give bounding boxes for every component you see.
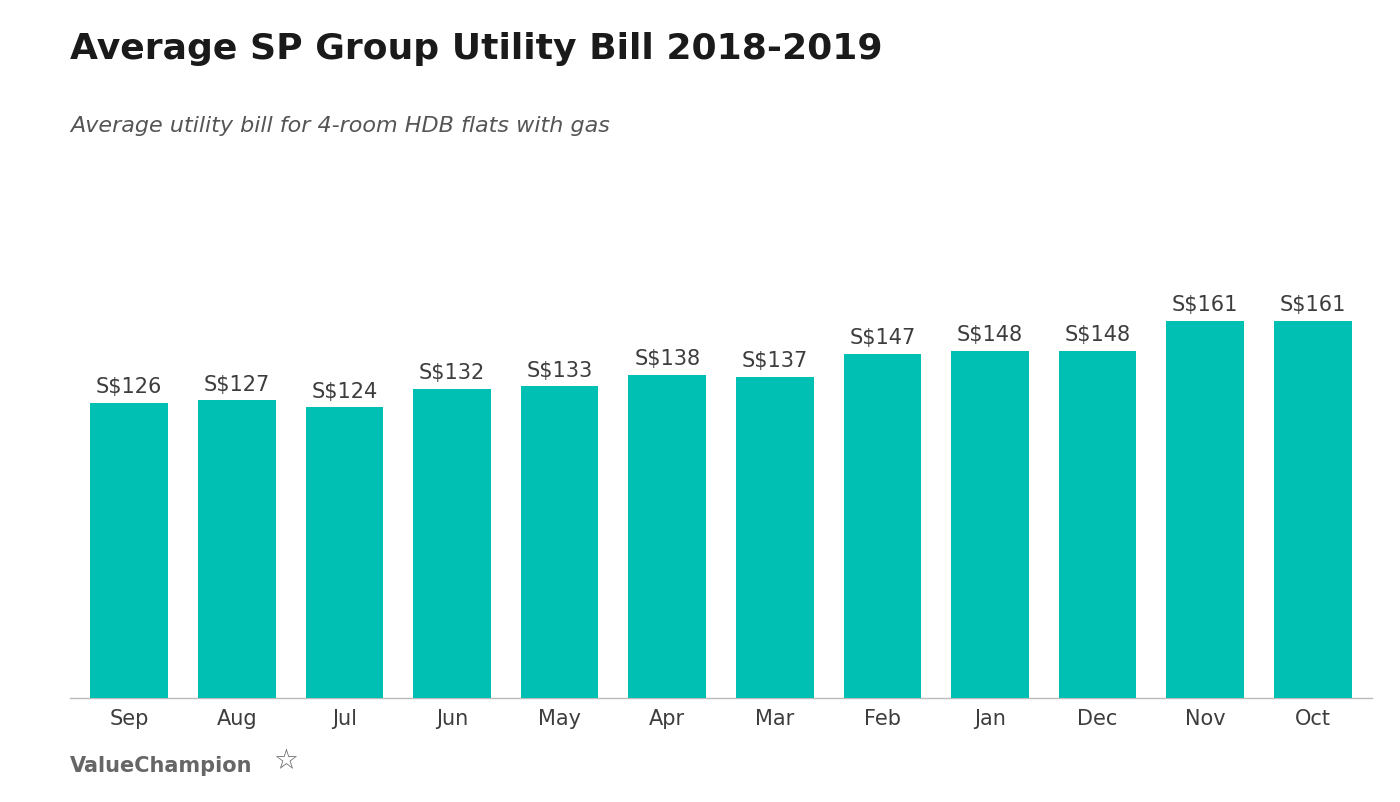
Bar [413, 389, 491, 698]
Text: S$148: S$148 [1064, 326, 1131, 346]
Text: S$132: S$132 [419, 363, 486, 383]
Text: S$133: S$133 [526, 361, 592, 380]
Bar [197, 400, 276, 698]
Text: ☆: ☆ [273, 747, 298, 775]
Bar [951, 351, 1029, 698]
Text: ValueChampion: ValueChampion [70, 756, 252, 776]
Text: S$127: S$127 [203, 375, 270, 395]
Bar [91, 403, 168, 698]
Bar [1058, 351, 1137, 698]
Bar [1274, 321, 1351, 698]
Text: S$124: S$124 [311, 382, 378, 402]
Text: S$147: S$147 [850, 328, 916, 348]
Text: S$161: S$161 [1172, 295, 1239, 315]
Bar [305, 407, 384, 698]
Text: S$137: S$137 [742, 351, 808, 371]
Text: Average SP Group Utility Bill 2018-2019: Average SP Group Utility Bill 2018-2019 [70, 32, 882, 66]
Text: S$161: S$161 [1280, 295, 1345, 315]
Text: Average utility bill for 4-room HDB flats with gas: Average utility bill for 4-room HDB flat… [70, 116, 610, 136]
Text: S$138: S$138 [634, 349, 700, 369]
Bar [521, 387, 598, 698]
Bar [736, 377, 813, 698]
Text: S$148: S$148 [958, 326, 1023, 346]
Bar [844, 354, 921, 698]
Bar [629, 375, 706, 698]
Bar [1166, 321, 1245, 698]
Text: S$126: S$126 [97, 377, 162, 397]
